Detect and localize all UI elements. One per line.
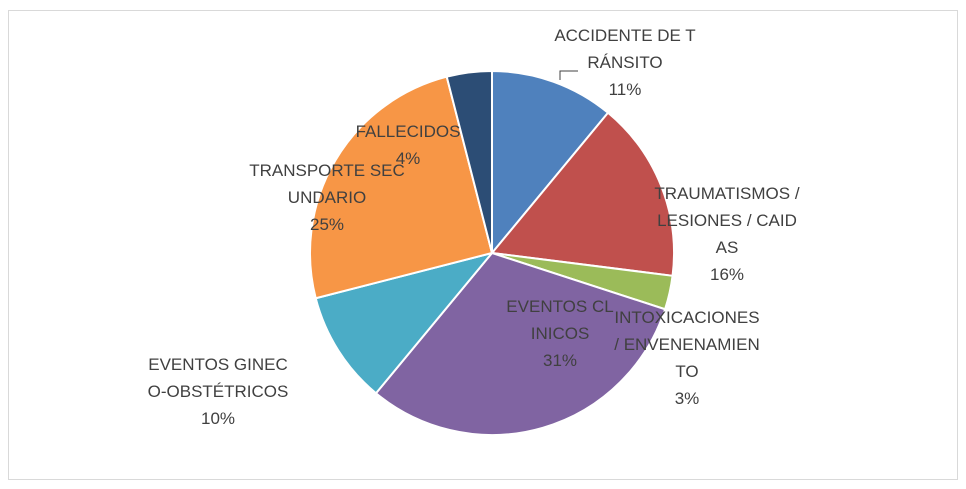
category-label: TRANSPORTE SECUNDARIO bbox=[249, 161, 405, 207]
data-label: FALLECIDOS 4% bbox=[343, 118, 473, 172]
pie-slice bbox=[490, 111, 675, 277]
value-label: 4% bbox=[395, 149, 421, 168]
category-label: FALLECIDOS bbox=[355, 122, 461, 141]
pie-slice bbox=[309, 75, 494, 300]
data-label: TRAUMATISMOS / LESIONES / CAIDAS 16% bbox=[652, 180, 802, 288]
value-label: 3% bbox=[674, 389, 700, 408]
data-label: ACCIDENTE DE TRÁNSITO 11% bbox=[550, 22, 700, 103]
pie-slice bbox=[491, 69, 610, 256]
pie-slice bbox=[314, 251, 495, 395]
category-label: INTOXICACIONES / ENVENENAMIENTO bbox=[614, 308, 760, 381]
pie-slice bbox=[374, 251, 667, 436]
category-label: EVENTOS CLINICOS bbox=[506, 297, 614, 343]
value-label: 11% bbox=[608, 80, 642, 99]
value-label: 25% bbox=[309, 215, 345, 234]
data-label: EVENTOS CLINICOS 31% bbox=[505, 293, 615, 374]
value-label: 31% bbox=[542, 351, 578, 370]
category-label: TRAUMATISMOS / LESIONES / CAIDAS bbox=[654, 184, 800, 257]
data-label: TRANSPORTE SECUNDARIO 25% bbox=[247, 157, 407, 238]
data-label: EVENTOS GINECO-OBSTÉTRICOS 10% bbox=[143, 351, 293, 432]
category-label: ACCIDENTE DE TRÁNSITO bbox=[554, 26, 696, 72]
value-label: 16% bbox=[709, 265, 745, 284]
data-label: INTOXICACIONES / ENVENENAMIENTO 3% bbox=[614, 304, 760, 412]
value-label: 10% bbox=[200, 409, 236, 428]
pie-slice bbox=[445, 69, 493, 254]
leader-line bbox=[559, 70, 578, 80]
category-label: EVENTOS GINECO-OBSTÉTRICOS bbox=[147, 355, 289, 401]
